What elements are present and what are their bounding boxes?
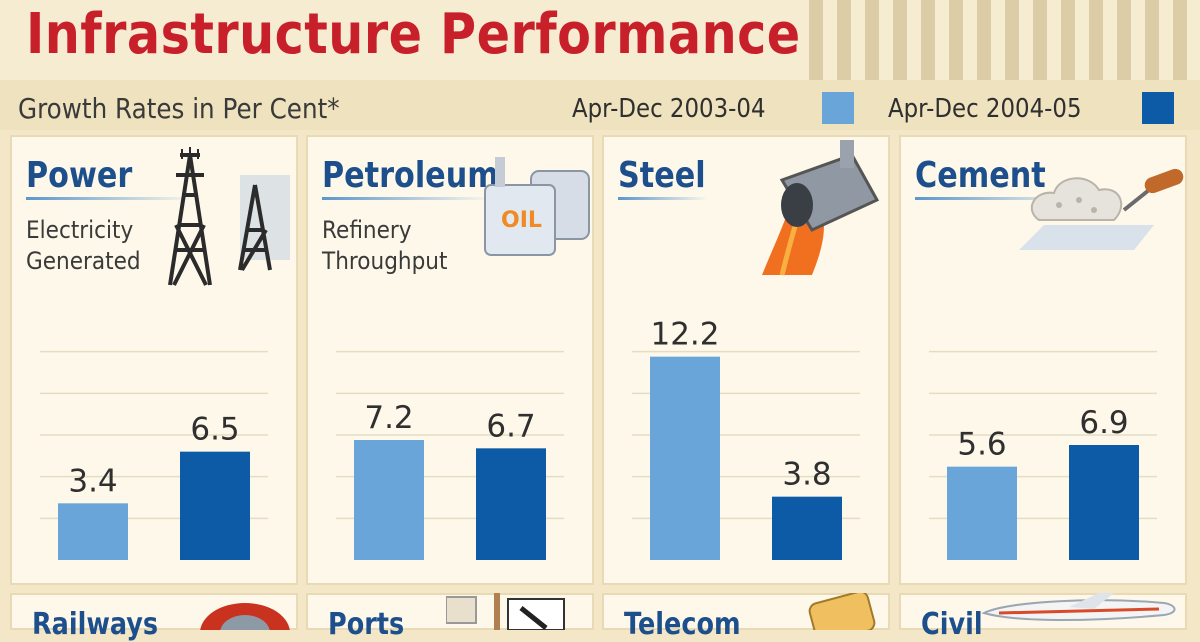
telephone-icon	[808, 593, 876, 630]
panel-telecom: Telecom	[602, 593, 890, 642]
bar-petroleum-2003-04	[354, 440, 424, 560]
locomotive-icon	[200, 603, 290, 630]
panel-title: Power	[26, 155, 133, 196]
data-label: 6.5	[190, 412, 239, 448]
data-label: 6.9	[1079, 405, 1128, 441]
panel-title: Telecom	[624, 607, 741, 642]
power-tower-icon	[168, 147, 290, 286]
chart-subtitle: Growth Rates in Per Cent*	[18, 92, 340, 125]
title-underline	[322, 197, 492, 200]
bar-steel-2004-05	[772, 496, 842, 560]
panel-civil-aviation: Civil	[899, 593, 1187, 642]
panel-title: Railways	[32, 607, 159, 642]
title-underline	[26, 197, 196, 200]
data-label: 6.7	[486, 408, 535, 444]
oil-tank-icon: OIL	[481, 153, 591, 263]
bar-power-2003-04	[58, 503, 128, 560]
panel-title: Civil	[921, 607, 983, 642]
bar-chart-power: 3.4 6.5	[40, 350, 268, 560]
panel-subtitle: Electricity Generated	[26, 216, 141, 275]
panel-title: Steel	[618, 155, 706, 196]
bar-power-2004-05	[180, 451, 250, 560]
data-label: 3.8	[782, 457, 831, 493]
panel-subtitle: Refinery Throughput	[322, 216, 448, 275]
legend-swatch-2004-05	[1142, 92, 1174, 124]
panel-petroleum: Petroleum Refinery Throughput 7.2 6.7 OIL	[306, 135, 594, 585]
bar-petroleum-2004-05	[476, 448, 546, 560]
data-label: 7.2	[364, 400, 413, 436]
header-stripes	[795, 0, 1200, 80]
legend-swatch-2003-04	[822, 92, 854, 124]
data-label: 3.4	[68, 463, 117, 499]
panel-cement: Cement 5.6 6.9	[899, 135, 1187, 585]
data-label: 5.6	[957, 427, 1006, 463]
airplane-icon	[981, 593, 1176, 621]
bar-chart-petroleum: 7.2 6.7	[336, 350, 564, 560]
panel-title: Cement	[915, 155, 1046, 196]
panel-title: Petroleum	[322, 155, 499, 196]
panel-ports: Ports	[306, 593, 594, 642]
panel-power: Power Electricity Generated 3.4 6.5	[10, 135, 298, 585]
data-label: 12.2	[650, 317, 719, 353]
title-underline	[618, 197, 708, 200]
bar-cement-2004-05	[1069, 445, 1139, 560]
title-underline	[915, 197, 1085, 200]
legend-label-2004-05: Apr-Dec 2004-05	[888, 94, 1082, 124]
legend-label-2003-04: Apr-Dec 2003-04	[572, 94, 766, 124]
chart-title: Infrastructure Performance	[26, 2, 801, 67]
bar-chart-steel: 12.2 3.8	[632, 317, 860, 560]
crane-icon	[446, 593, 565, 630]
panel-steel: Steel 12.2 3.8	[602, 135, 890, 585]
panel-title: Ports	[328, 607, 405, 642]
oil-label: OIL	[501, 208, 542, 233]
bar-cement-2003-04	[947, 466, 1017, 560]
bar-chart-cement: 5.6 6.9	[929, 350, 1157, 560]
subtitle-bar	[0, 80, 1200, 130]
steel-ladle-icon	[762, 140, 880, 276]
cement-trowel-icon	[1019, 168, 1184, 250]
panel-railways: Railways	[10, 593, 298, 642]
bar-steel-2003-04	[650, 356, 720, 560]
